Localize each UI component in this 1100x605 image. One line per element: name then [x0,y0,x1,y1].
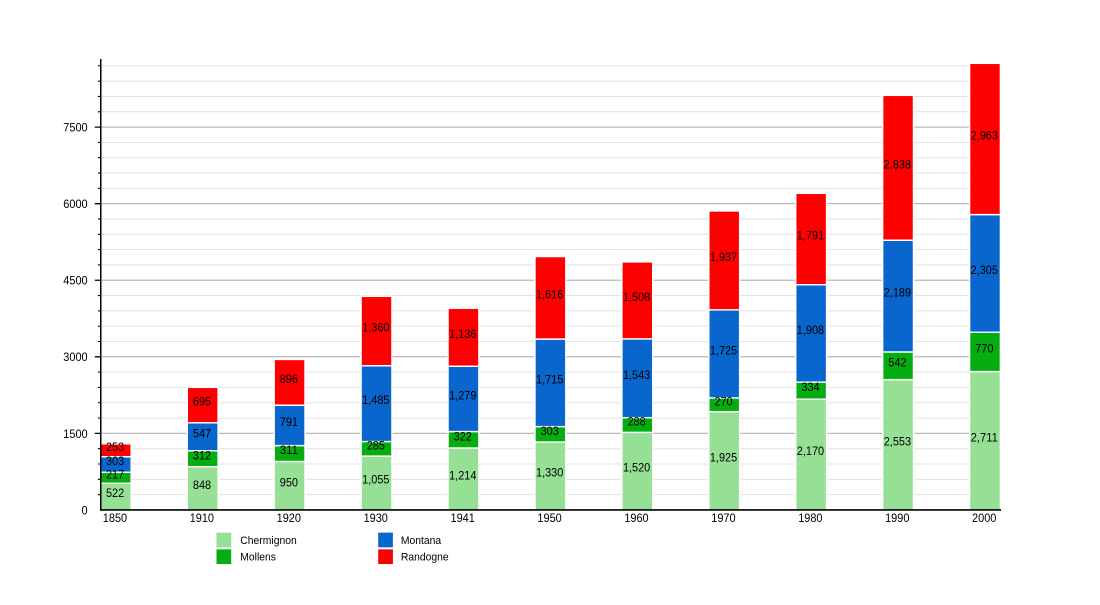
svg-text:3000: 3000 [63,350,87,364]
svg-text:270: 270 [714,394,732,408]
svg-text:2,305: 2,305 [971,263,998,277]
svg-text:1910: 1910 [190,511,214,525]
svg-text:1,715: 1,715 [536,372,563,386]
svg-text:288: 288 [628,415,646,429]
svg-text:2,553: 2,553 [884,434,911,448]
svg-text:303: 303 [106,454,124,468]
svg-text:1990: 1990 [885,511,909,525]
svg-text:334: 334 [801,380,819,394]
svg-text:1,791: 1,791 [797,229,824,243]
svg-text:Randogne: Randogne [401,552,449,564]
svg-text:896: 896 [280,372,298,386]
svg-text:311: 311 [280,443,298,457]
svg-text:1930: 1930 [364,511,388,525]
svg-text:1,330: 1,330 [536,466,563,480]
svg-text:2,189: 2,189 [884,286,911,300]
svg-text:791: 791 [280,415,298,429]
svg-text:312: 312 [193,448,211,462]
svg-text:1,937: 1,937 [710,250,737,264]
svg-text:Chermignon: Chermignon [240,535,296,547]
svg-text:1920: 1920 [277,511,301,525]
svg-text:2,963: 2,963 [971,129,998,143]
svg-text:1,908: 1,908 [797,323,824,337]
svg-text:1,508: 1,508 [623,290,650,304]
svg-text:547: 547 [193,426,211,440]
svg-text:1970: 1970 [711,511,735,525]
svg-text:1,485: 1,485 [362,393,389,407]
svg-text:1,725: 1,725 [710,343,737,357]
svg-text:1,136: 1,136 [449,327,476,341]
svg-text:1980: 1980 [798,511,822,525]
svg-text:0: 0 [82,503,88,517]
svg-text:1960: 1960 [624,511,648,525]
svg-text:522: 522 [106,486,124,500]
svg-text:Mollens: Mollens [240,552,276,564]
svg-text:770: 770 [975,341,993,355]
svg-text:2000: 2000 [972,511,996,525]
svg-text:1,279: 1,279 [449,388,476,402]
svg-text:1950: 1950 [537,511,561,525]
svg-text:1850: 1850 [103,511,127,525]
svg-text:950: 950 [280,475,298,489]
svg-text:1,616: 1,616 [536,287,563,301]
svg-text:1,925: 1,925 [710,450,737,464]
svg-text:285: 285 [367,438,385,452]
svg-text:1,520: 1,520 [623,461,650,475]
svg-text:2,711: 2,711 [971,430,998,444]
svg-text:542: 542 [888,355,906,369]
svg-text:1,360: 1,360 [362,321,389,335]
svg-text:1,214: 1,214 [449,469,476,483]
svg-text:7500: 7500 [63,121,87,135]
svg-text:Montana: Montana [401,535,442,547]
svg-text:2,170: 2,170 [797,444,824,458]
svg-text:695: 695 [193,395,211,409]
svg-text:253: 253 [106,440,124,454]
svg-text:217: 217 [106,467,124,481]
svg-text:848: 848 [193,478,211,492]
svg-text:6000: 6000 [63,197,87,211]
svg-text:303: 303 [541,424,559,438]
svg-text:322: 322 [454,429,472,443]
svg-text:1941: 1941 [451,511,475,525]
svg-text:4500: 4500 [63,274,87,288]
svg-text:1,055: 1,055 [362,473,389,487]
svg-text:1500: 1500 [63,427,87,441]
svg-text:2,838: 2,838 [884,157,911,171]
svg-text:1,543: 1,543 [623,368,650,382]
